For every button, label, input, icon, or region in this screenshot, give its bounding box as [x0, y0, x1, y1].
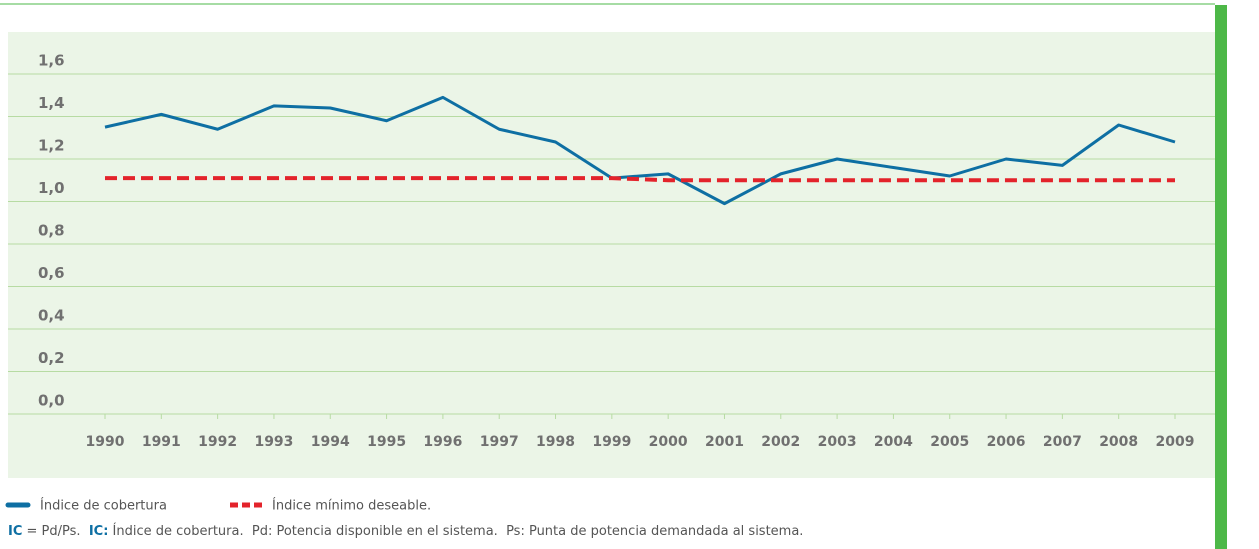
y-tick-label: 0,8	[38, 222, 65, 240]
legend-label: Índice mínimo deseable.	[272, 498, 431, 514]
x-tick-label: 2000	[649, 434, 688, 450]
x-tick-label: 1990	[86, 434, 125, 450]
x-tick-label: 2003	[818, 434, 857, 450]
footnote-part: IC	[8, 524, 22, 539]
x-tick-label: 1997	[480, 434, 519, 450]
y-tick-label: 0,4	[38, 307, 65, 325]
y-tick-label: 0,0	[38, 392, 65, 410]
footnote-part: Índice de cobertura. Pd: Potencia dispon…	[108, 523, 803, 539]
x-tick-label: 1998	[536, 434, 575, 450]
x-tick-label: 1993	[254, 434, 293, 450]
marks	[104, 95, 1176, 206]
x-tick-label: 1995	[367, 434, 406, 450]
x-tick-label: 2002	[761, 434, 800, 450]
side-bar	[1215, 5, 1227, 549]
x-tick-label: 2009	[1156, 434, 1195, 450]
plot-background	[8, 32, 1215, 478]
y-tick-label: 1,4	[38, 94, 65, 112]
x-tick-label: 1994	[311, 434, 350, 450]
x-tick-label: 2005	[930, 434, 969, 450]
series-line	[104, 95, 1176, 206]
legend-label: Índice de cobertura	[40, 498, 167, 514]
grid: 0,0 0,2 0,4 0,6 0,8 1,0 1,2 1,4 1,6 1990 1991 1992 1…	[8, 52, 1215, 450]
y-tick-label: 0,6	[38, 264, 65, 282]
x-tick-label: 2001	[705, 434, 744, 450]
x-tick-label: 1996	[423, 434, 462, 450]
y-tick-label: 1,0	[38, 179, 65, 197]
y-tick-label: 1,6	[38, 52, 65, 70]
footnote-part: IC:	[89, 524, 109, 539]
series-line	[105, 176, 1175, 183]
x-tick-label: 1999	[592, 434, 631, 450]
x-tick-label: 2008	[1099, 434, 1138, 450]
x-tick-label: 1992	[198, 434, 237, 450]
x-tick-label: 2006	[987, 434, 1026, 450]
footnote: IC = Pd/Ps. IC: Índice de cobertura. Pd:…	[8, 523, 803, 539]
x-tick-label: 1991	[142, 434, 181, 450]
y-tick-label: 0,2	[38, 349, 65, 367]
x-tick-label: 2007	[1043, 434, 1082, 450]
y-tick-label: 1,2	[38, 137, 65, 155]
footnote-part: = Pd/Ps.	[22, 524, 88, 539]
x-tick-label: 2004	[874, 434, 913, 450]
